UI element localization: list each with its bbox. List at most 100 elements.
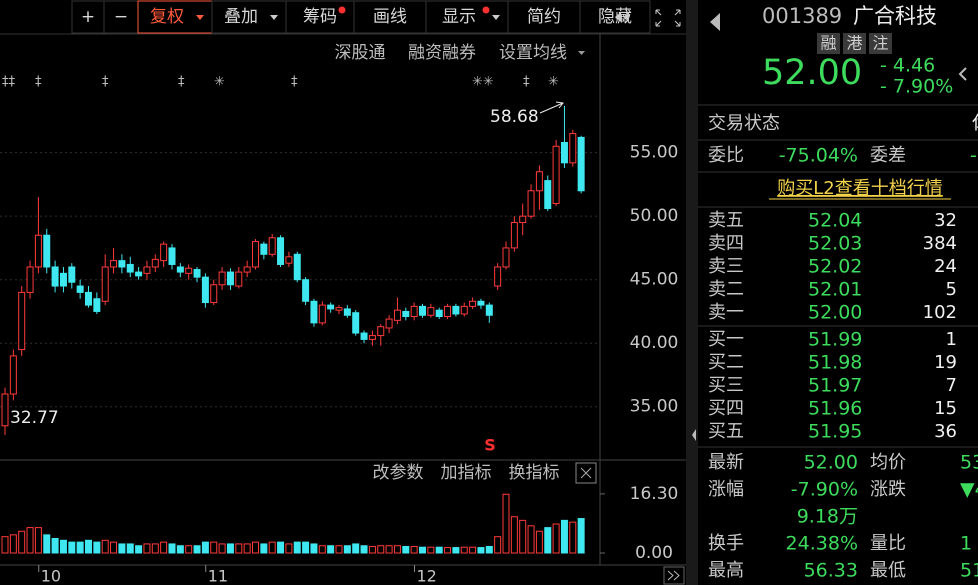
volume-bar [318, 545, 326, 554]
volume-bar [352, 543, 360, 554]
candle-body [235, 271, 243, 287]
toolbar-button[interactable] [103, 0, 139, 34]
diff-value: - [970, 145, 977, 167]
volume-bar [535, 530, 543, 554]
collapse-icon[interactable] [692, 429, 696, 441]
indicator-menu-item[interactable]: 加指标 [441, 463, 492, 483]
y-tick-label: 50.00 [630, 206, 679, 226]
candle-body [93, 298, 101, 312]
high-arrow [539, 101, 564, 114]
svg-text:‡: ‡ [291, 75, 298, 90]
volume-bar [185, 545, 193, 554]
indicator-menu-item[interactable]: 换指标 [509, 463, 560, 483]
candle-body [385, 318, 393, 329]
fullscreen-icon[interactable] [655, 9, 681, 27]
quote-tag [817, 33, 840, 54]
volume-bar [285, 543, 293, 554]
stat-label: 涨跌 [870, 479, 906, 500]
volume-bar [135, 545, 143, 554]
candle-body [118, 260, 126, 268]
volume-bar [519, 519, 527, 554]
next-icon[interactable] [958, 67, 967, 81]
stat-label: 最新 [708, 452, 744, 473]
candle-body [452, 305, 460, 315]
dropdown-arrow [196, 15, 204, 20]
scroll-icon [667, 570, 680, 581]
chart-menu-item[interactable]: 深股通 [335, 43, 386, 63]
low-annotation: 32.77 [10, 408, 59, 428]
indicator-menu-item[interactable]: 改参数 [373, 463, 424, 483]
prev-stock-icon[interactable] [710, 13, 720, 31]
candle-body [9, 355, 17, 395]
toolbar-button[interactable] [353, 0, 427, 34]
order-label: 买二 [708, 352, 744, 373]
volume-bar [302, 541, 310, 554]
ratio-label: 委比 [708, 145, 744, 166]
candle-body [101, 266, 109, 302]
quote-tag-label: 港 [846, 34, 862, 53]
toolbar-button[interactable] [507, 0, 581, 34]
l2-link[interactable]: 购买L2查看十档行情 [777, 178, 942, 199]
volume-bar [160, 541, 168, 554]
volume-bar [452, 547, 460, 554]
candle-body [335, 307, 343, 311]
volume-bar [193, 545, 201, 554]
svg-text:‡: ‡ [102, 75, 109, 90]
volume-bar [235, 543, 243, 554]
quote-tag [869, 33, 892, 54]
toolbar-label: 画线 [373, 7, 407, 27]
expand-icon [615, 12, 629, 22]
volume-bar [494, 536, 502, 554]
y-tick-label: 40.00 [630, 333, 679, 353]
volume-bar [385, 545, 393, 554]
scroll-button[interactable] [663, 566, 685, 585]
order-price: 52.01 [808, 279, 862, 301]
stat-value: 24.38% [786, 533, 858, 555]
toolbar-button[interactable] [211, 0, 287, 34]
candle-body [293, 253, 301, 281]
candle-body [135, 271, 143, 277]
candle-body [68, 266, 76, 283]
candle-body [535, 171, 543, 192]
close-indicator-button[interactable] [575, 462, 597, 484]
candle-body [435, 309, 443, 318]
volume-bar [419, 546, 426, 554]
panel-lines [698, 104, 978, 448]
stat-value: 9.18万 [797, 506, 858, 528]
toolbar-button[interactable] [285, 0, 355, 34]
candle-body [277, 237, 285, 265]
stat-value: 53 [960, 452, 978, 474]
candle-body [527, 190, 535, 217]
candle-body [143, 266, 151, 274]
volume-bar [9, 534, 17, 554]
splitter[interactable] [686, 0, 698, 585]
candle-body [310, 300, 318, 324]
toolbar-button[interactable] [71, 0, 105, 34]
order-label: 卖一 [708, 302, 744, 323]
volume-bar [544, 527, 552, 554]
x-tick-label: 10 [41, 567, 61, 585]
toolbar-label: 筹码 [303, 7, 337, 27]
candle-body [126, 263, 134, 273]
chart-menu-item[interactable]: 融资融券 [408, 43, 476, 63]
stat-value: 56.33 [804, 560, 858, 582]
volume-bar [427, 546, 435, 554]
volume-bar [477, 547, 485, 554]
candle-body [26, 266, 34, 293]
volume-bar [51, 537, 59, 554]
volume-bar [143, 543, 151, 554]
volume-bar [218, 543, 226, 554]
candle-body [185, 267, 193, 274]
volume-bar [502, 493, 510, 554]
candle-body [193, 269, 201, 278]
y-tick-label: 45.00 [630, 270, 679, 290]
order-volume: 24 [934, 256, 957, 277]
candle-body [1, 393, 9, 427]
stat-label: 最低 [870, 560, 906, 581]
chart-menu-item[interactable]: 设置均线 [499, 43, 567, 63]
candle-body [402, 310, 410, 318]
dropdown-arrow [270, 15, 278, 20]
volume-bar [460, 546, 468, 554]
candle-body [444, 305, 452, 318]
volume-bar [444, 547, 452, 554]
